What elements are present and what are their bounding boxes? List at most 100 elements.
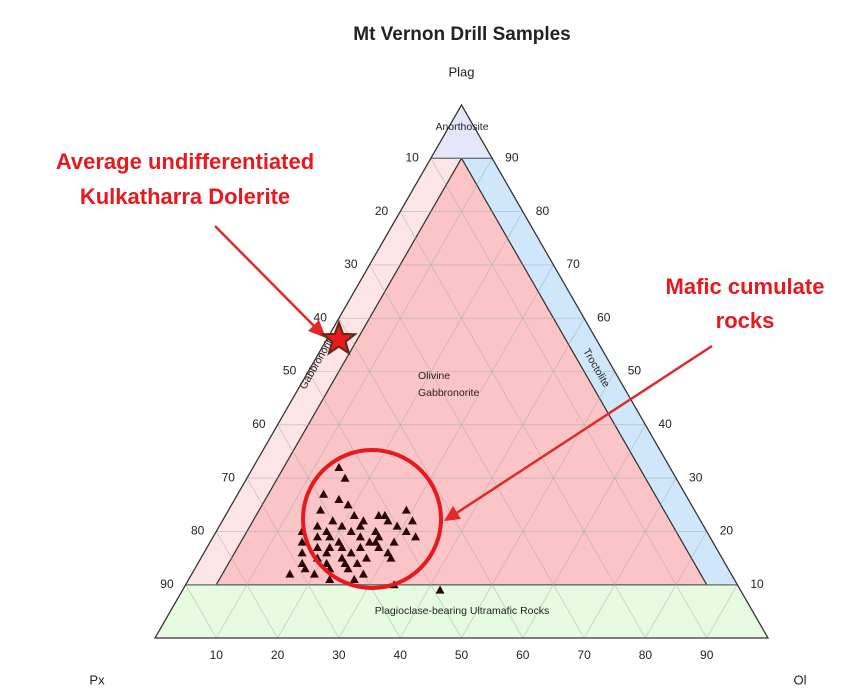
data-point (312, 532, 322, 541)
data-point (340, 558, 350, 567)
left-tick-label: 90 (160, 577, 174, 591)
grid-line (399, 211, 646, 639)
data-point (319, 489, 329, 498)
left-tick-label: 60 (252, 417, 266, 431)
data-point (392, 521, 402, 530)
bottom-tick-label: 40 (394, 648, 408, 662)
data-point (337, 553, 347, 562)
data-point (322, 558, 332, 567)
data-point (407, 516, 417, 525)
data-point (346, 526, 356, 535)
apex-label: Ol (794, 672, 807, 687)
grid-line (185, 584, 217, 639)
grid-line (430, 158, 707, 639)
data-point (355, 532, 365, 541)
data-point (322, 548, 332, 557)
region-label: Anorthosite (435, 121, 488, 133)
left-tick-label: 50 (283, 364, 297, 378)
data-point (355, 521, 365, 530)
data-point (346, 548, 356, 557)
data-point (325, 542, 335, 551)
data-point (300, 564, 310, 573)
data-point (371, 537, 381, 546)
right-tick-label: 30 (689, 470, 703, 484)
data-point (435, 585, 445, 594)
data-point (352, 558, 362, 567)
data-point (386, 553, 396, 562)
bottom-tick-label: 70 (577, 648, 591, 662)
data-point (349, 574, 359, 583)
data-point (297, 558, 307, 567)
bottom-tick-label: 90 (700, 648, 714, 662)
data-point (383, 548, 393, 557)
right-tick-label: 10 (750, 577, 764, 591)
left-tick-label: 80 (191, 524, 205, 538)
data-point (337, 542, 347, 551)
right-tick-label: 70 (566, 257, 580, 271)
data-point (316, 505, 326, 514)
left-tick-label: 30 (344, 257, 358, 271)
bottom-tick-label: 20 (271, 648, 285, 662)
bottom-tick-label: 50 (455, 648, 469, 662)
data-point (411, 532, 421, 541)
arrow-line (451, 344, 713, 518)
grid-line (369, 264, 585, 639)
data-point (380, 510, 390, 520)
apex-label: Px (89, 672, 105, 687)
right-tick-label: 90 (505, 150, 519, 164)
overlay: 10 20 30 40 50 60 70 80 90 10 20 30 40 50 60 70 80 90 10 20… (56, 64, 825, 687)
data-point (355, 542, 365, 551)
data-point (325, 532, 335, 541)
data-point (312, 521, 322, 530)
right-tick-label: 20 (720, 524, 734, 538)
data-point (401, 505, 411, 514)
grid-line (338, 264, 554, 639)
region-label: Plagioclase-bearing Ultramafic Rocks (375, 605, 550, 617)
region-label: Gabbronorite (418, 387, 479, 399)
grid-line (216, 531, 278, 639)
cluster-circle (301, 448, 443, 590)
data-point (383, 516, 393, 525)
grid-line (583, 477, 677, 639)
data-point (349, 510, 359, 520)
data-point (297, 537, 307, 546)
data-point (285, 569, 295, 578)
annotation: Mafic cumulate (666, 274, 825, 299)
arrow-head (444, 506, 461, 521)
data-point (340, 473, 350, 482)
triangle-outline (153, 103, 770, 639)
grid-line (216, 158, 493, 639)
region-label: Olivine (418, 370, 450, 382)
data-point (297, 548, 307, 557)
data-point (361, 553, 371, 562)
right-tick-label: 50 (628, 364, 642, 378)
data-point (365, 537, 375, 546)
data-point (337, 521, 347, 530)
bottom-tick-label: 60 (516, 648, 530, 662)
data-point (343, 500, 353, 509)
annotation: rocks (716, 308, 775, 333)
chart-title: Mt Vernon Drill Samples (353, 24, 571, 45)
left-tick-label: 10 (405, 150, 419, 164)
left-tick-label: 70 (222, 470, 236, 484)
right-tick-label: 80 (536, 204, 550, 218)
grid-line (461, 371, 616, 639)
data-point (371, 526, 381, 535)
data-point (334, 462, 344, 472)
data-point (374, 542, 384, 551)
data-point (312, 542, 322, 551)
grid (185, 158, 738, 639)
data-point (358, 516, 368, 525)
grid-line (338, 318, 524, 639)
data-point (334, 494, 344, 504)
bottom-tick-label: 80 (639, 648, 653, 662)
right-tick-label: 40 (658, 417, 672, 431)
data-point (374, 510, 384, 520)
data-point (358, 569, 368, 578)
grid-line (246, 477, 340, 639)
bottom-tick-label: 10 (210, 648, 224, 662)
data-point (322, 526, 332, 535)
data-point (334, 537, 344, 546)
annotation: Average undifferentiated (56, 149, 314, 174)
bottom-tick-label: 30 (332, 648, 346, 662)
